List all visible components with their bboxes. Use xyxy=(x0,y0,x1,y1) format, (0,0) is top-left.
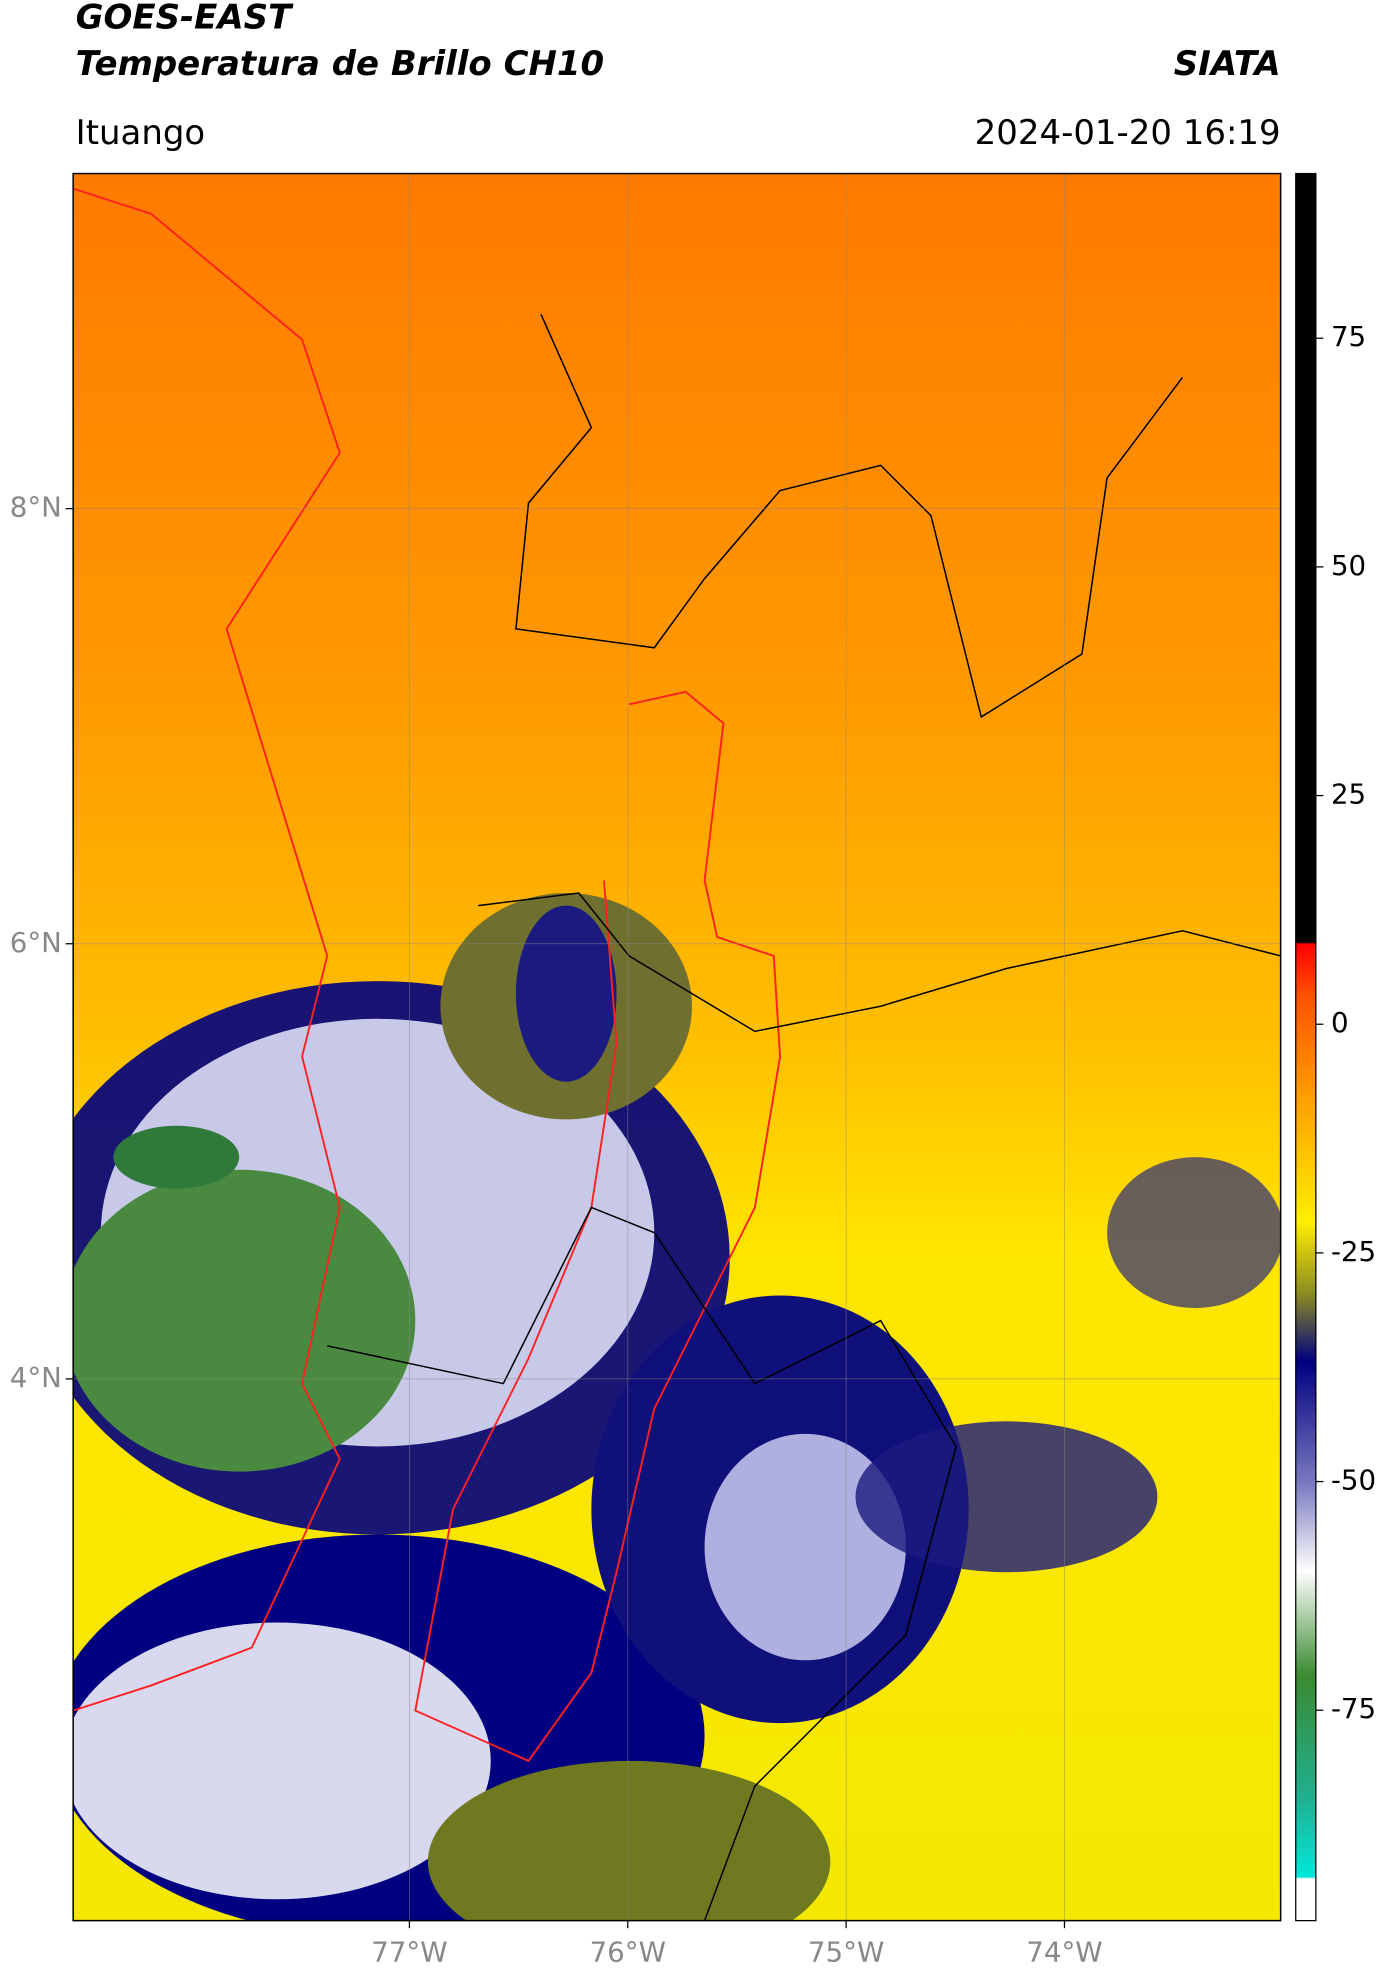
colorbar-tick-label: 25 xyxy=(1331,778,1366,811)
subtitle: Temperatura de Brillo CH10 xyxy=(76,44,604,84)
x-tick-label: 76°W xyxy=(590,1935,666,1968)
y-tick-label: 8°N xyxy=(10,491,62,524)
colorbar-tick-label: -50 xyxy=(1331,1464,1376,1497)
map-frame xyxy=(72,172,1282,1922)
y-tick-label: 4°N xyxy=(10,1361,62,1394)
x-tick-label: 77°W xyxy=(371,1935,447,1968)
y-tick-label: 6°N xyxy=(10,926,62,959)
region: Ituango xyxy=(76,113,206,153)
colorbar xyxy=(1295,172,1317,1922)
colorbar-tick-label: 50 xyxy=(1331,549,1366,582)
colorbar-tick-label: 0 xyxy=(1331,1006,1349,1039)
colorbar-tick-label: 75 xyxy=(1331,320,1366,353)
timestamp: 2024-01-20 16:19 xyxy=(975,113,1281,153)
colorbar-tick-label: -25 xyxy=(1331,1235,1376,1268)
map-imagery xyxy=(73,173,1281,1921)
map-grid xyxy=(73,173,1281,1921)
x-tick-label: 75°W xyxy=(808,1935,884,1968)
colorbar-tick-label: -75 xyxy=(1331,1692,1376,1725)
credit: SIATA xyxy=(1174,44,1281,84)
title: GOES-EAST xyxy=(76,0,294,37)
x-tick-label: 74°W xyxy=(1026,1935,1102,1968)
